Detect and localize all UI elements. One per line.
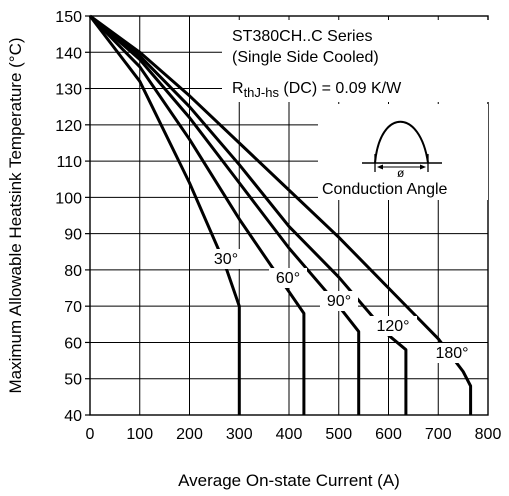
x-tick-label: 500 [325,426,352,443]
inset-angle-symbol: ø [397,166,405,180]
series-label-bg [320,291,358,311]
y-tick-label: 140 [55,45,82,62]
inset-mask [318,104,488,200]
y-tick-label: 70 [64,299,82,316]
x-tick-label: 100 [126,426,153,443]
y-tick-label: 150 [55,9,82,26]
x-tick-label: 800 [475,426,502,443]
annotation-mask [222,20,504,102]
series-label: 90° [327,293,351,310]
series-lines [88,14,473,415]
inset-arrowhead-right [420,164,426,170]
y-ticks: 40 50 60 70 80 90 100 110 120 130 140 150 [55,9,90,425]
x-tick-label: 300 [226,426,253,443]
annotation-cooling: (Single Side Cooled) [232,49,379,66]
x-tick-label: 400 [276,426,303,443]
series-line [88,14,306,415]
y-tick-label: 130 [55,82,82,99]
x-tick-label: 0 [86,426,95,443]
y-tick-label: 120 [55,118,82,135]
x-axis-label: Average On-state Current (A) [178,471,400,490]
annotation-series: ST380CH..C Series [232,28,373,45]
x-tick-label: 200 [176,426,203,443]
series-line [89,14,473,415]
inset-waveform [374,120,429,164]
annotation-r-value: (DC) = 0.09 K/W [279,80,402,97]
conduction-angle-inset: ø Conduction Angle [322,120,448,198]
y-tick-label: 110 [56,154,82,171]
inset-arrowhead-left [377,164,383,170]
series-label: 180° [435,345,468,362]
x-ticks: 0 100 200 300 400 500 600 700 800 [86,426,502,443]
y-tick-label: 90 [64,227,82,244]
x-tick-label: 700 [425,426,452,443]
plot-frame [89,15,489,416]
annotation-r: R [232,80,244,97]
series-label-bg [428,343,476,363]
x-tick-label: 600 [375,426,402,443]
series-label: 120° [376,318,409,335]
y-tick-label: 80 [64,263,82,280]
series-labels: 30° 60° 90° 120° 180° [207,249,476,363]
y-tick-label: 50 [64,372,82,389]
series-label-bg [207,249,245,269]
y-axis-label: Maximum Allowable Heatsink Temperature (… [6,37,25,393]
annotation-r-subscript: thJ-hs [244,85,280,100]
y-tick-label: 100 [55,190,82,207]
y-tick-label: 40 [64,408,82,425]
series-label: 30° [214,251,238,268]
series-line [89,14,408,415]
series-label-bg [269,268,307,288]
y-tick-label: 60 [64,335,82,352]
annotation-resistance: RthJ-hs (DC) = 0.09 K/W [232,80,402,100]
inset-label: Conduction Angle [322,181,448,198]
series-line [88,15,241,415]
series-line [89,14,361,415]
series-label: 60° [276,270,300,287]
series-label-bg [369,316,417,336]
